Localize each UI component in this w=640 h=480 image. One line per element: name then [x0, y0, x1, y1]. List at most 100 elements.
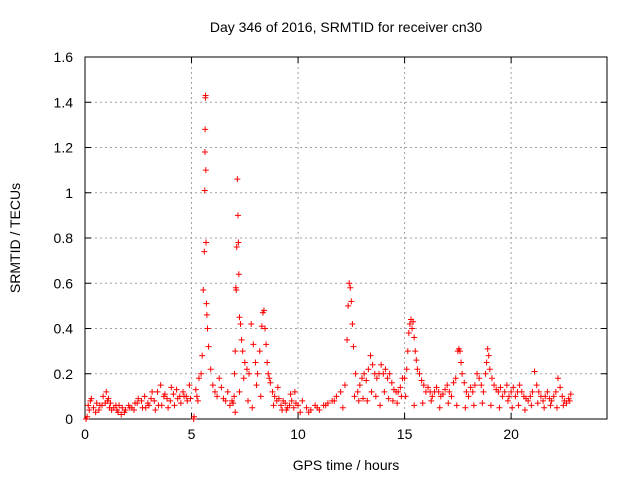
data-point — [214, 393, 221, 400]
data-point — [563, 400, 570, 407]
data-point — [314, 404, 321, 411]
data-point — [278, 402, 285, 409]
data-point — [525, 397, 532, 404]
data-point — [544, 388, 551, 395]
data-point — [191, 413, 198, 420]
data-point — [413, 357, 420, 364]
data-point — [269, 388, 276, 395]
data-point — [458, 359, 465, 366]
y-tick-label: 1.4 — [54, 94, 74, 110]
data-point — [216, 375, 223, 382]
data-point — [550, 393, 557, 400]
data-point — [501, 388, 508, 395]
data-point — [401, 375, 408, 382]
data-point — [508, 388, 515, 395]
data-point — [533, 382, 540, 389]
data-point — [419, 400, 426, 407]
data-point — [271, 393, 278, 400]
data-point — [290, 404, 297, 411]
data-point — [231, 393, 238, 400]
data-point — [531, 368, 538, 375]
data-point — [491, 382, 498, 389]
data-point — [209, 382, 216, 389]
data-point — [337, 388, 344, 395]
data-point — [297, 409, 304, 416]
data-point — [474, 370, 481, 377]
data-point — [471, 382, 478, 389]
data-point — [442, 386, 449, 393]
data-point — [420, 382, 427, 389]
data-point — [85, 402, 92, 409]
data-point — [411, 402, 418, 409]
data-point — [478, 382, 485, 389]
data-point — [339, 404, 346, 411]
data-point — [322, 402, 329, 409]
x-tick-label: 0 — [81, 426, 89, 442]
data-point — [488, 375, 495, 382]
data-point — [527, 393, 534, 400]
data-point — [90, 404, 97, 411]
data-point — [512, 393, 519, 400]
data-point — [254, 370, 261, 377]
data-point — [134, 400, 141, 407]
data-point — [405, 330, 412, 337]
data-point — [238, 336, 245, 343]
data-point — [542, 393, 549, 400]
data-point — [439, 391, 446, 398]
data-point — [233, 287, 240, 294]
data-point — [202, 92, 209, 99]
data-point — [274, 384, 281, 391]
data-point — [236, 314, 243, 321]
data-point — [235, 271, 242, 278]
data-point — [174, 395, 181, 402]
data-point — [411, 334, 418, 341]
data-point — [99, 402, 106, 409]
data-point — [249, 404, 256, 411]
data-point — [503, 382, 510, 389]
x-axis-label: GPS time / hours — [293, 457, 400, 473]
data-point — [266, 375, 273, 382]
data-point — [187, 395, 194, 402]
data-point — [135, 395, 142, 402]
data-point — [402, 393, 409, 400]
data-point — [107, 400, 114, 407]
data-point — [93, 400, 100, 407]
data-point — [486, 366, 493, 373]
data-point — [186, 382, 193, 389]
data-point — [226, 402, 233, 409]
data-point — [299, 397, 306, 404]
data-point — [361, 370, 368, 377]
data-point — [510, 384, 517, 391]
data-point — [237, 320, 244, 327]
data-point — [450, 379, 457, 386]
data-point — [567, 391, 574, 398]
data-point — [250, 341, 257, 348]
data-point — [445, 400, 452, 407]
data-point — [151, 397, 158, 404]
data-point — [462, 404, 469, 411]
data-point — [456, 348, 463, 355]
y-axis-label: SRMTID / TECUs — [7, 183, 23, 293]
data-point — [483, 359, 490, 366]
data-point — [86, 406, 93, 413]
data-point — [248, 320, 255, 327]
data-point — [205, 343, 212, 350]
data-point — [148, 395, 155, 402]
data-point — [88, 395, 95, 402]
data-point — [192, 386, 199, 393]
y-tick-label: 0.2 — [54, 366, 74, 382]
data-point — [121, 409, 128, 416]
data-point — [354, 388, 361, 395]
chart-title: Day 346 of 2016, SRMTID for receiver cn3… — [210, 19, 483, 35]
data-point — [103, 388, 110, 395]
data-point — [126, 404, 133, 411]
data-point — [479, 400, 486, 407]
data-point — [167, 397, 174, 404]
data-point — [201, 187, 208, 194]
data-point — [141, 393, 148, 400]
data-point — [173, 386, 180, 393]
data-point — [470, 402, 477, 409]
data-point — [369, 361, 376, 368]
data-point — [410, 318, 417, 325]
